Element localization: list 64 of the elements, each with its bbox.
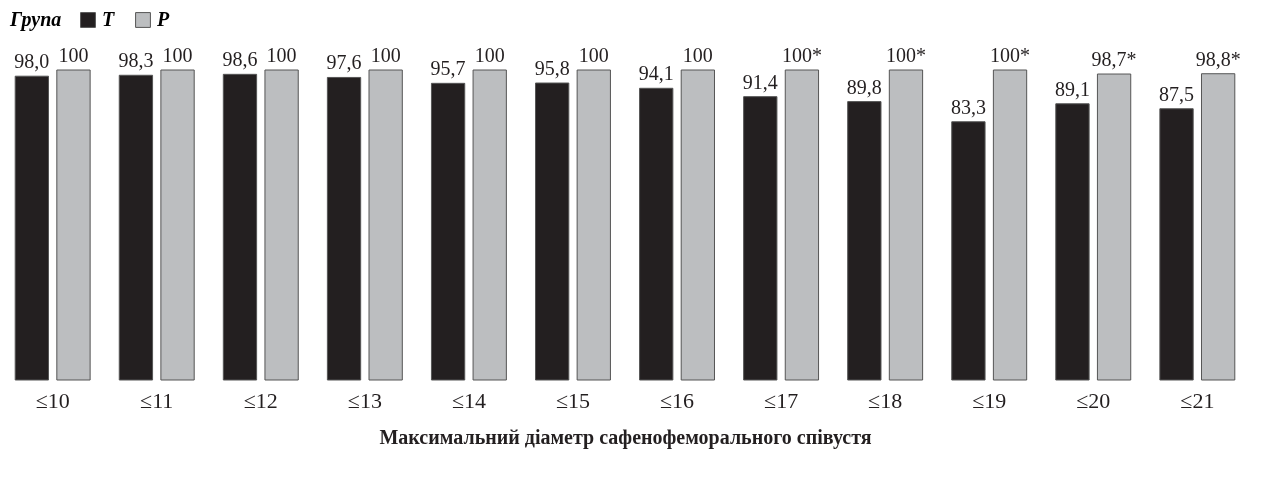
bar <box>847 101 882 381</box>
bar <box>680 69 715 381</box>
bar <box>992 69 1028 381</box>
legend-title: Група <box>9 8 62 31</box>
x-tick-label: ≤16 <box>659 387 695 413</box>
data-label: 100 <box>58 44 89 66</box>
bar <box>951 121 986 381</box>
x-tick-label: ≤10 <box>35 387 70 413</box>
bar <box>576 69 611 381</box>
legend-label: P <box>156 8 170 30</box>
data-label: 100 <box>682 44 713 66</box>
x-tick-label: ≤13 <box>347 387 382 413</box>
bar <box>1201 73 1236 381</box>
bar <box>1055 103 1090 381</box>
bar <box>639 87 674 381</box>
bar <box>326 76 362 381</box>
bar <box>472 69 507 381</box>
x-tick-label: ≤20 <box>1076 387 1111 413</box>
data-label: 98,7* <box>1091 48 1137 71</box>
bar <box>160 69 195 381</box>
data-label: 89,8 <box>846 75 882 98</box>
bar <box>535 82 570 381</box>
data-label: 100* <box>990 44 1031 66</box>
bar <box>118 74 154 381</box>
bar <box>264 69 299 381</box>
data-label: 91,4 <box>742 70 778 93</box>
data-label: 97,6 <box>326 51 362 74</box>
data-label: 94,1 <box>638 62 674 85</box>
bar <box>888 69 924 381</box>
x-tick-label: ≤21 <box>1180 387 1215 413</box>
x-tick-label: ≤15 <box>555 387 591 413</box>
data-label: 95,7 <box>430 57 466 80</box>
bar <box>56 69 91 381</box>
bar <box>1159 108 1194 381</box>
x-axis-title: Максимальний діаметр сафенофеморального співустя <box>379 425 872 449</box>
data-label: 100* <box>781 44 822 66</box>
x-tick-label: ≤19 <box>972 387 1007 413</box>
data-label: 100 <box>162 44 193 66</box>
bar <box>1096 73 1132 381</box>
data-label: 98,6 <box>222 48 258 71</box>
bar <box>222 73 258 381</box>
x-tick-label: ≤14 <box>451 387 486 413</box>
data-label: 100* <box>885 44 926 66</box>
bar <box>14 75 49 381</box>
data-label: 98,3 <box>118 49 154 72</box>
data-label: 87,5 <box>1159 82 1195 105</box>
data-label: 100 <box>266 44 297 66</box>
x-tick-label: ≤12 <box>243 387 278 413</box>
legend-label: T <box>102 8 115 30</box>
bar <box>368 69 403 381</box>
data-label: 83,3 <box>950 95 986 118</box>
data-label: 95,8 <box>534 57 570 80</box>
data-label: 98,8* <box>1195 47 1241 70</box>
x-tick-label: ≤18 <box>868 387 903 413</box>
bar <box>430 82 466 381</box>
data-label: 89,1 <box>1054 77 1090 100</box>
data-label: 100 <box>474 44 505 66</box>
bar <box>784 69 820 381</box>
bar <box>743 96 778 381</box>
data-label: 100 <box>370 44 401 66</box>
data-label: 98,0 <box>14 50 50 73</box>
x-tick-label: ≤11 <box>140 387 174 413</box>
x-tick-label: ≤17 <box>764 387 799 413</box>
data-label: 100 <box>578 44 609 66</box>
